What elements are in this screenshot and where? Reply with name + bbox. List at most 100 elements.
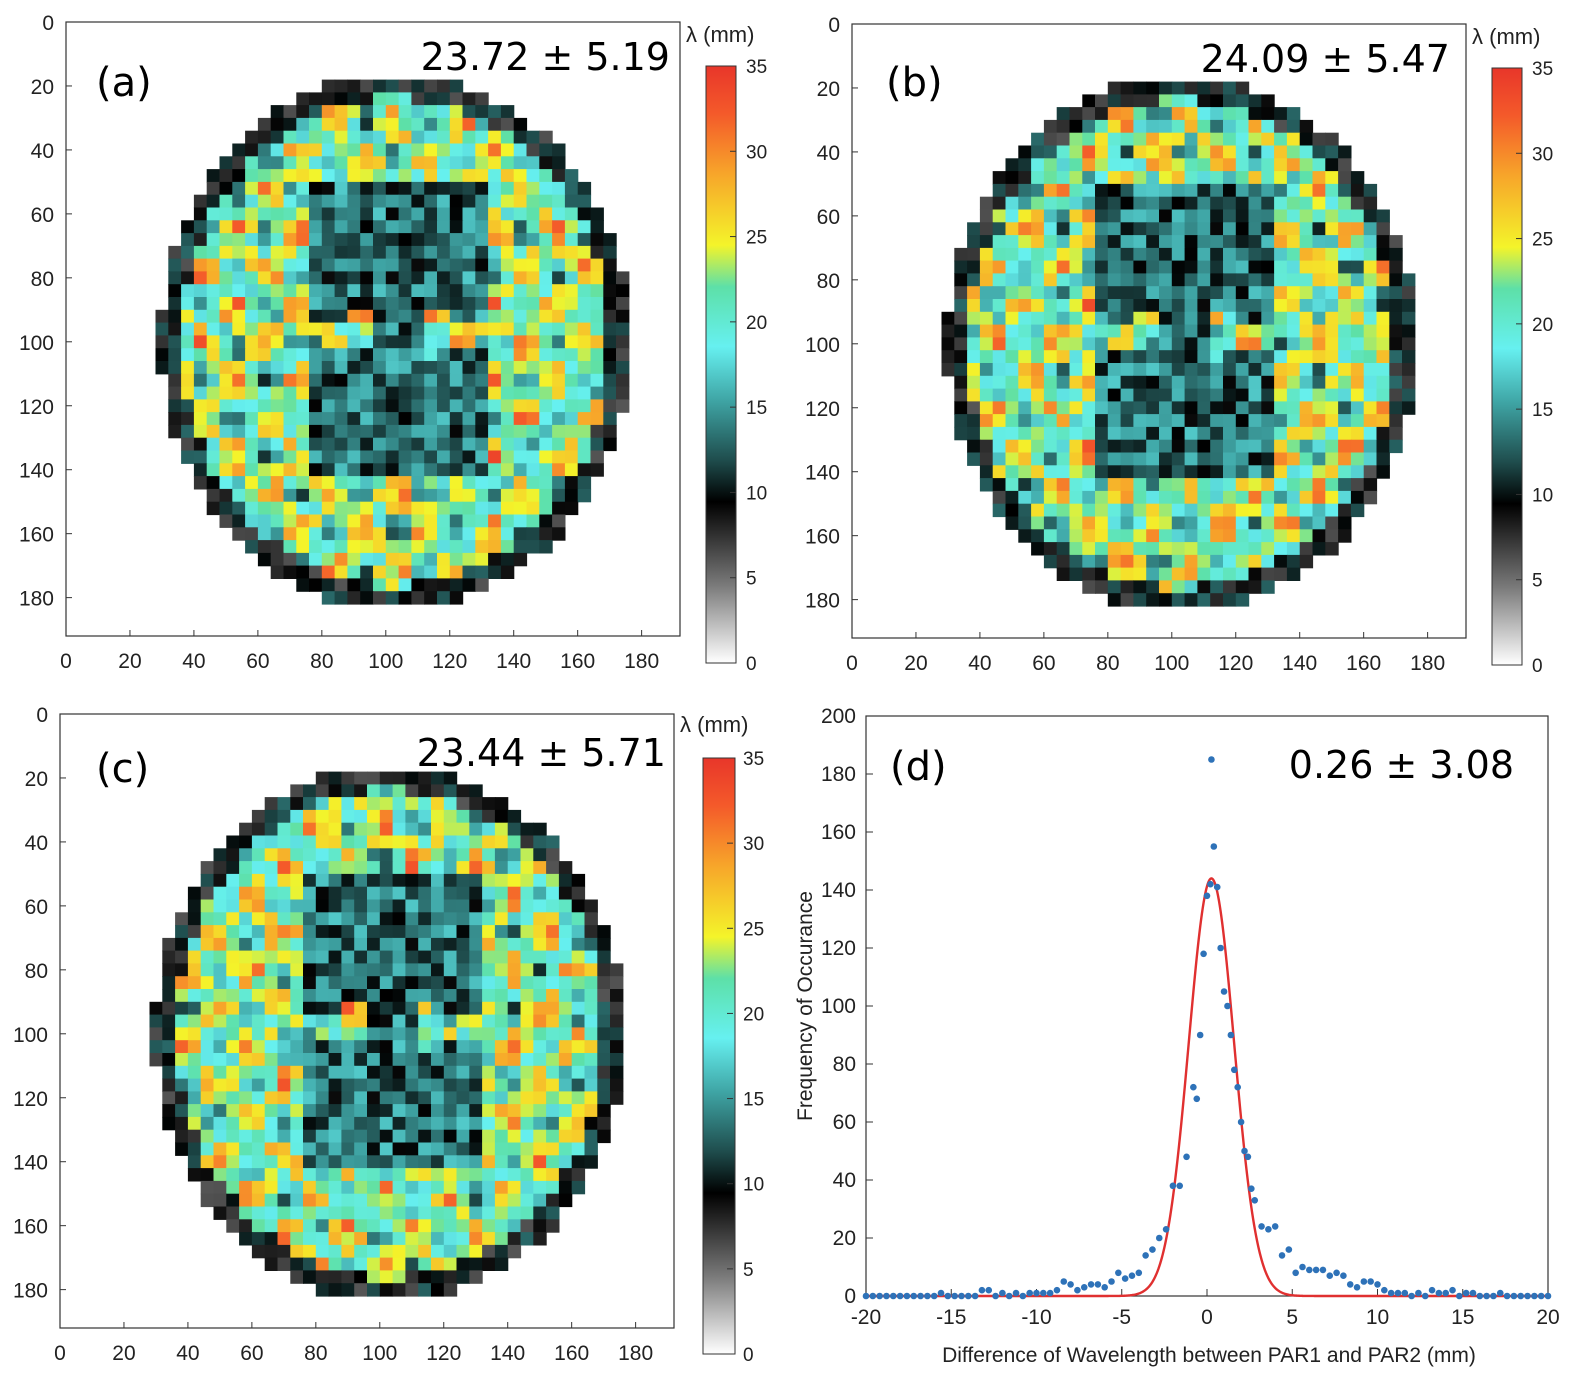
- map-pixel: [488, 565, 502, 579]
- map-pixel: [1107, 222, 1122, 236]
- map-pixel: [219, 220, 233, 234]
- map-pixel: [1056, 465, 1071, 479]
- panel-b: 0 20 40 60 80 100 120 140 160 180 0 20 40 60 80 100 120…: [786, 0, 1572, 688]
- map-pixel: [1312, 222, 1326, 236]
- map-pixel: [334, 591, 348, 605]
- map-pixel: [1363, 299, 1378, 313]
- map-pixel: [392, 1053, 406, 1067]
- map-pixel: [418, 1244, 432, 1259]
- map-pixel: [1133, 145, 1147, 159]
- map-pixel: [1043, 452, 1058, 466]
- map-pixel: [385, 578, 400, 592]
- map-pixel: [1197, 196, 1211, 211]
- map-pixel: [1376, 209, 1390, 223]
- colorbar-tick-label: 0: [1532, 656, 1543, 677]
- map-pixel: [1043, 439, 1058, 454]
- map-pixel: [418, 1065, 432, 1080]
- map-pixel: [1210, 260, 1224, 274]
- map-pixel: [193, 463, 208, 477]
- map-pixel: [494, 1142, 509, 1156]
- map-pixel: [334, 463, 348, 477]
- map-pixel: [296, 117, 310, 132]
- map-pixel: [360, 322, 374, 336]
- map-pixel: [1248, 171, 1262, 185]
- map-pixel: [526, 143, 540, 157]
- map-pixel: [379, 771, 394, 785]
- map-pixel: [431, 1014, 445, 1028]
- map-pixel: [315, 835, 330, 849]
- map-pixel: [1120, 107, 1134, 121]
- map-pixel: [449, 181, 464, 196]
- map-pixel: [1120, 363, 1134, 377]
- map-pixel: [334, 527, 348, 541]
- map-pixel: [283, 130, 297, 145]
- map-pixel: [354, 1001, 368, 1016]
- map-pixel: [431, 1053, 445, 1067]
- map-pixel: [1197, 260, 1211, 274]
- map-pixel: [552, 207, 566, 221]
- map-pixel: [494, 835, 509, 849]
- map-pixel: [354, 950, 368, 964]
- map-pixel: [1095, 171, 1109, 185]
- map-pixel: [431, 1078, 445, 1092]
- map-pixel: [379, 1232, 394, 1246]
- map-pixel: [437, 361, 451, 375]
- map-pixel: [1069, 209, 1083, 223]
- map-pixel: [321, 437, 336, 452]
- map-pixel: [398, 527, 412, 541]
- map-pixel: [309, 476, 323, 490]
- map-pixel: [1235, 401, 1250, 415]
- map-pixel: [424, 412, 438, 426]
- map-pixel: [1184, 516, 1198, 530]
- map-pixel: [1159, 183, 1173, 198]
- map-pixel: [507, 1129, 522, 1144]
- map-pixel: [1056, 171, 1071, 185]
- map-pixel: [1312, 145, 1326, 159]
- map-pixel: [552, 476, 566, 490]
- map-pixel: [552, 322, 566, 336]
- map-pixel: [443, 771, 458, 785]
- map-pixel: [226, 1040, 240, 1054]
- map-pixel: [328, 1053, 342, 1067]
- map-pixel: [1286, 235, 1301, 249]
- map-pixel: [277, 797, 291, 811]
- x-tick-label: 100: [368, 650, 403, 673]
- map-pixel: [488, 399, 502, 413]
- map-pixel: [1261, 119, 1275, 134]
- map-pixel: [245, 181, 259, 196]
- map-pixel: [577, 437, 592, 452]
- map-pixel: [392, 886, 406, 901]
- map-pixel: [1171, 81, 1186, 95]
- map-pixel: [347, 258, 361, 272]
- map-pixel: [1325, 337, 1339, 351]
- map-pixel: [303, 950, 317, 964]
- map-pixel: [251, 1104, 266, 1118]
- map-pixel: [558, 1155, 573, 1169]
- map-pixel: [341, 848, 355, 862]
- map-pixel: [597, 1129, 611, 1144]
- map-pixel: [1056, 132, 1071, 147]
- map-pixel: [270, 450, 285, 464]
- map-pixel: [193, 297, 208, 311]
- map-pixel: [1402, 375, 1416, 390]
- map-pixel: [367, 1193, 381, 1208]
- map-pixel: [1005, 260, 1019, 274]
- map-pixel: [251, 1040, 266, 1054]
- map-pixel: [354, 1078, 368, 1092]
- map-pixel: [546, 1206, 560, 1220]
- map-pixel: [283, 348, 297, 362]
- map-pixel: [577, 207, 592, 221]
- map-pixel: [979, 363, 994, 377]
- map-pixel: [590, 348, 604, 362]
- map-pixel: [405, 861, 419, 875]
- map-pixel: [1312, 465, 1326, 479]
- map-pixel: [1146, 465, 1160, 479]
- map-pixel: [206, 335, 221, 349]
- map-pixel: [1274, 209, 1288, 223]
- map-pixel: [475, 309, 489, 324]
- map-pixel: [564, 450, 579, 464]
- map-pixel: [520, 1116, 534, 1131]
- map-pixel: [379, 809, 394, 824]
- map-pixel: [398, 92, 412, 106]
- map-pixel: [334, 335, 348, 349]
